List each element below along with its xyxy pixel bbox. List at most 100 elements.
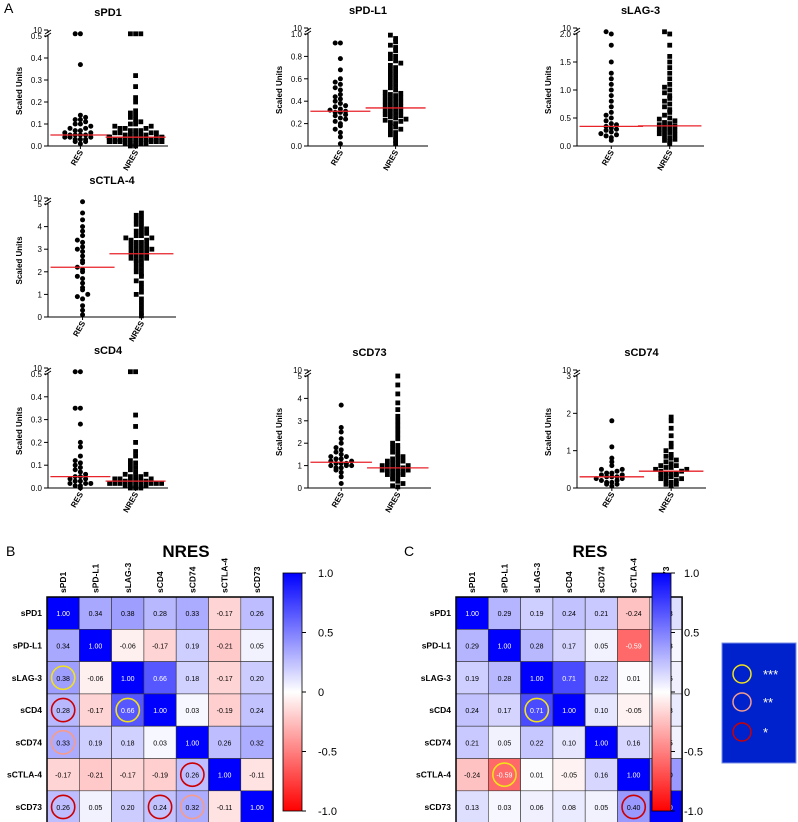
data-point-res — [337, 106, 343, 112]
cell-value: 0.19 — [530, 611, 544, 618]
y-tick-label: 0.4 — [31, 393, 43, 402]
data-point-nres — [667, 70, 673, 76]
data-point-nres — [139, 271, 144, 277]
data-point-nres — [133, 460, 138, 466]
data-point-res — [77, 62, 83, 68]
data-point-nres — [663, 478, 669, 483]
data-point-nres — [117, 137, 123, 142]
heatmap-cell — [46, 661, 80, 695]
cell-value: 0.16 — [595, 773, 609, 780]
y-tick-label: 4 — [38, 223, 43, 232]
data-point-nres — [400, 454, 406, 460]
data-point-nres — [128, 115, 133, 120]
data-point-nres — [395, 478, 401, 484]
data-point-nres — [667, 115, 673, 121]
data-point-nres — [393, 39, 398, 45]
data-point-nres — [388, 92, 393, 97]
data-point-nres — [148, 481, 154, 486]
data-point-nres — [133, 228, 139, 234]
data-point-nres — [139, 267, 144, 272]
data-point-nres — [405, 463, 411, 468]
data-point-nres — [133, 465, 138, 470]
data-point-nres — [139, 313, 144, 319]
y-tick-label: 1 — [298, 462, 303, 471]
data-point-nres — [393, 130, 398, 135]
data-point-nres — [390, 474, 395, 480]
data-point-nres — [395, 456, 401, 462]
data-point-nres — [133, 469, 138, 475]
heatmap-cell — [552, 758, 586, 792]
data-point-res — [74, 246, 80, 252]
heatmap-cell — [111, 693, 145, 727]
data-point-nres — [149, 246, 155, 252]
heatmap-cell — [584, 725, 618, 759]
data-point-res — [337, 56, 343, 62]
heatmap-cell — [208, 758, 242, 792]
y-tick-label: 1.5 — [560, 58, 572, 67]
cell-value: -0.06 — [120, 643, 136, 650]
data-point-nres — [390, 483, 395, 489]
data-point-nres — [133, 292, 139, 297]
axis-break-mark — [304, 27, 312, 33]
data-point-nres — [139, 285, 144, 291]
data-point-nres — [128, 462, 133, 468]
data-point-nres — [133, 141, 138, 147]
data-point-nres — [107, 481, 112, 486]
heatmap-cell — [584, 693, 618, 727]
cell-value: 0.24 — [562, 611, 576, 618]
data-point-nres — [390, 469, 395, 475]
axis-break-mark — [44, 197, 52, 203]
data-point-nres — [395, 460, 401, 466]
data-point-nres — [139, 289, 144, 295]
data-point-nres — [667, 76, 673, 82]
data-point-nres — [400, 481, 406, 486]
data-point-nres — [663, 453, 669, 459]
data-point-res — [608, 109, 614, 115]
heatmap-cell — [79, 628, 112, 662]
colorbar-res: 1.0 0.5 0 -0.5 -1.0 — [651, 568, 703, 818]
data-point-nres — [144, 226, 150, 232]
cell-value: 0.66 — [121, 708, 135, 715]
row-label: sCD4 — [429, 705, 451, 715]
data-point-nres — [388, 42, 393, 48]
data-point-nres — [388, 56, 393, 62]
data-point-res — [332, 94, 338, 100]
axis-break-mark — [573, 27, 581, 33]
cell-value: 0.28 — [530, 643, 544, 650]
data-point-nres — [133, 212, 139, 218]
data-point-nres — [662, 84, 667, 90]
data-point-nres — [379, 463, 385, 468]
data-point-nres — [395, 447, 401, 453]
data-point-nres — [133, 233, 139, 239]
data-point-nres — [382, 94, 388, 100]
data-point-nres — [138, 132, 144, 138]
cell-value: 0.22 — [595, 676, 609, 683]
y-tick-label-break: 10 — [293, 24, 302, 33]
data-point-nres — [128, 242, 134, 248]
data-point-nres — [133, 440, 138, 445]
cell-value: -0.11 — [217, 805, 233, 812]
data-point-nres — [133, 31, 138, 37]
heatmap-cell — [175, 725, 209, 759]
data-point-res — [80, 296, 86, 302]
y-tick-label: 4 — [298, 394, 303, 403]
data-point-nres — [667, 110, 673, 115]
row-label: sCD74 — [425, 737, 452, 747]
data-point-nres — [388, 32, 393, 38]
row-label: sCD73 — [425, 802, 452, 812]
cell-value: -0.59 — [626, 643, 642, 650]
significance-marker — [50, 665, 76, 691]
data-point-nres — [388, 62, 393, 68]
data-point-nres — [139, 244, 144, 250]
cell-value: -0.19 — [152, 773, 168, 780]
data-point-res — [83, 125, 89, 131]
heatmap-cell — [175, 628, 209, 662]
data-point-nres — [673, 478, 679, 483]
data-point-res — [77, 421, 83, 427]
data-point-nres — [668, 418, 674, 424]
data-point-nres — [667, 96, 673, 101]
cell-value: -0.17 — [55, 773, 71, 780]
data-point-nres — [388, 96, 393, 102]
data-point-nres — [139, 224, 144, 229]
data-point-nres — [388, 110, 393, 115]
